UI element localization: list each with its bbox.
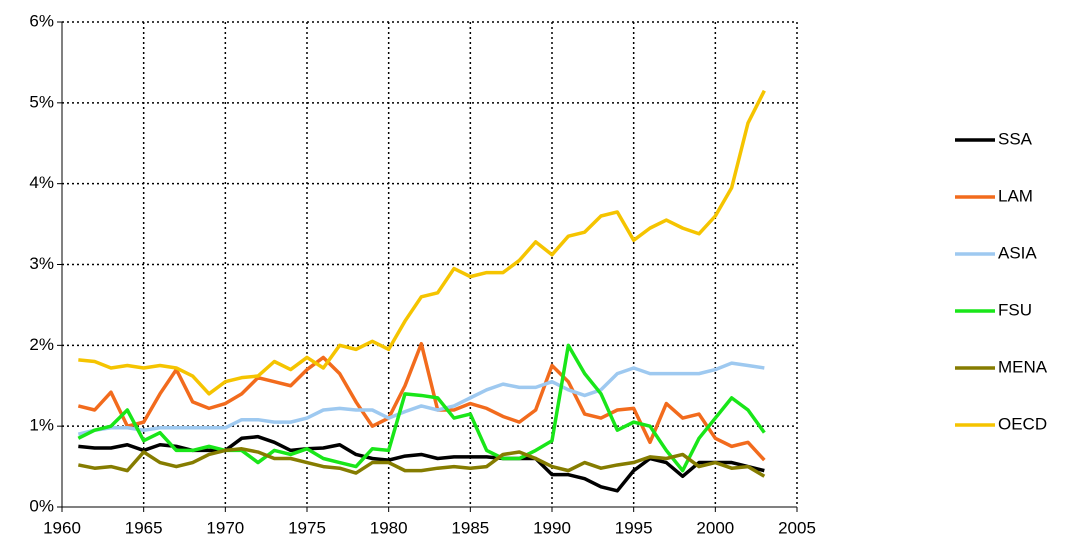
series-line (77, 447, 766, 478)
legend-label: LAM (998, 186, 1033, 205)
x-tick-label: 1975 (288, 518, 326, 537)
series-line (77, 361, 765, 436)
legend-label: FSU (998, 300, 1032, 319)
x-tick-label: 1990 (533, 518, 571, 537)
y-tick-label: 0% (29, 496, 54, 515)
series-line (77, 341, 766, 462)
legend-label: ASIA (998, 243, 1037, 262)
y-tick-label: 6% (29, 11, 54, 30)
legend-label: MENA (998, 357, 1048, 376)
legend-label: OECD (998, 414, 1047, 433)
legend-label: SSA (998, 129, 1033, 148)
y-tick-label: 5% (29, 92, 54, 111)
x-tick-label: 1985 (451, 518, 489, 537)
x-tick-label: 2000 (696, 518, 734, 537)
x-tick-label: 2005 (778, 518, 816, 537)
y-tick-label: 2% (29, 335, 54, 354)
x-tick-label: 1960 (43, 518, 81, 537)
y-tick-label: 3% (29, 254, 54, 273)
x-tick-label: 1995 (615, 518, 653, 537)
y-tick-label: 1% (29, 416, 54, 435)
series-line (78, 89, 766, 396)
x-tick-label: 1970 (206, 518, 244, 537)
series-line (77, 343, 766, 473)
y-tick-label: 4% (29, 173, 54, 192)
x-tick-label: 1965 (125, 518, 163, 537)
x-tick-label: 1980 (370, 518, 408, 537)
